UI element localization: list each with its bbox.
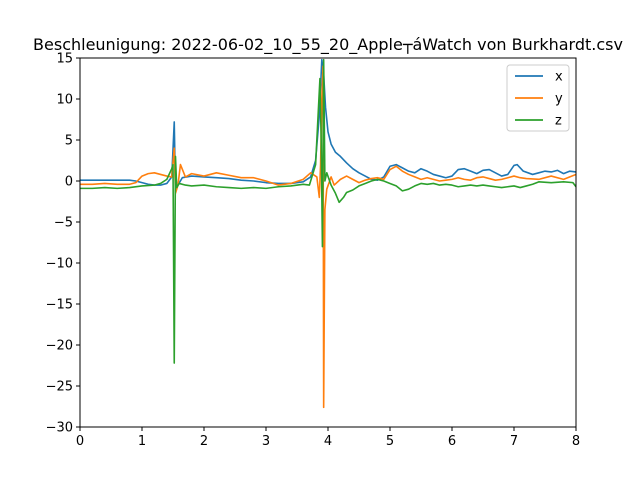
- chart-title: Beschleunigung: 2022-06-02_10_55_20_Appl…: [33, 35, 623, 55]
- y-axis: 15 10 5 0 −5 −10 −15 −20 −25 −30: [46, 52, 80, 436]
- x-tick-label: 0: [76, 434, 84, 449]
- y-tick-label: −25: [46, 380, 73, 395]
- y-tick-label: 15: [56, 52, 73, 67]
- x-axis: 0 1 2 3 4 5 6 7 8: [76, 427, 580, 449]
- y-tick-label: −5: [54, 216, 73, 231]
- x-tick-label: 8: [572, 434, 580, 449]
- legend: xyz: [506, 64, 570, 132]
- x-tick-label: 2: [200, 434, 208, 449]
- x-tick-label: 4: [324, 434, 332, 449]
- x-tick-label: 6: [448, 434, 456, 449]
- legend-label-z: z: [555, 114, 562, 129]
- legend-label-x: x: [555, 70, 563, 85]
- series-line-x: [80, 58, 576, 190]
- y-tick-label: 0: [65, 175, 73, 190]
- series-line-z: [80, 58, 576, 364]
- y-tick-label: −10: [46, 257, 73, 272]
- y-tick-label: −15: [46, 298, 73, 313]
- x-tick-label: 3: [262, 434, 270, 449]
- x-tick-label: 1: [138, 434, 146, 449]
- x-tick-label: 7: [510, 434, 518, 449]
- y-tick-label: −30: [46, 421, 73, 436]
- y-tick-label: 10: [56, 93, 73, 108]
- legend-label-y: y: [555, 92, 563, 107]
- y-tick-label: −20: [46, 339, 73, 354]
- series-line-y: [80, 65, 576, 409]
- series-layer: [80, 58, 576, 409]
- y-tick-label: 5: [65, 134, 73, 149]
- x-tick-label: 5: [386, 434, 394, 449]
